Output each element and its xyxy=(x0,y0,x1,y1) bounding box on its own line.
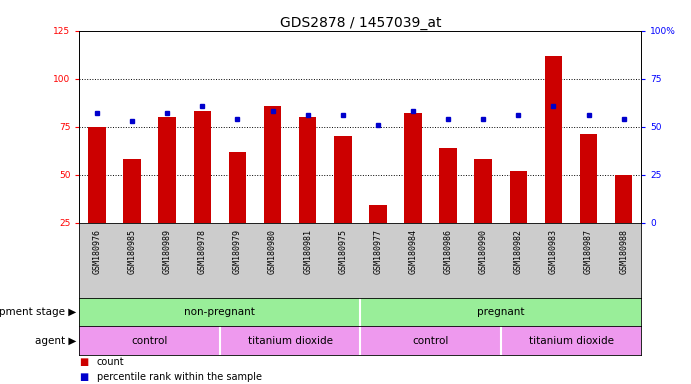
Bar xyxy=(88,127,106,223)
Text: GSM180975: GSM180975 xyxy=(339,229,348,274)
Bar xyxy=(404,113,422,223)
Bar xyxy=(334,136,352,223)
Text: GSM180978: GSM180978 xyxy=(198,229,207,274)
Bar xyxy=(229,152,246,223)
Text: GSM180989: GSM180989 xyxy=(163,229,172,274)
Bar xyxy=(475,159,492,223)
Text: GSM180986: GSM180986 xyxy=(444,229,453,274)
Text: GSM180987: GSM180987 xyxy=(584,229,593,274)
Text: titanium dioxide: titanium dioxide xyxy=(529,336,614,346)
Bar xyxy=(193,111,211,223)
Bar xyxy=(545,56,562,223)
Text: percentile rank within the sample: percentile rank within the sample xyxy=(97,372,262,382)
Text: GSM180985: GSM180985 xyxy=(128,229,137,274)
Text: GSM180984: GSM180984 xyxy=(408,229,417,274)
Text: pregnant: pregnant xyxy=(477,307,524,317)
Bar xyxy=(299,117,316,223)
Text: titanium dioxide: titanium dioxide xyxy=(247,336,332,346)
Bar xyxy=(509,171,527,223)
Text: GSM180979: GSM180979 xyxy=(233,229,242,274)
Text: count: count xyxy=(97,358,124,367)
Text: ■: ■ xyxy=(79,358,88,367)
Bar xyxy=(369,205,387,223)
Bar xyxy=(264,106,281,223)
Text: GSM180976: GSM180976 xyxy=(93,229,102,274)
Text: GSM180980: GSM180980 xyxy=(268,229,277,274)
Text: development stage ▶: development stage ▶ xyxy=(0,307,76,317)
Bar xyxy=(580,134,597,223)
Title: GDS2878 / 1457039_at: GDS2878 / 1457039_at xyxy=(280,16,441,30)
Text: GSM180990: GSM180990 xyxy=(479,229,488,274)
Text: GSM180982: GSM180982 xyxy=(514,229,523,274)
Text: GSM180983: GSM180983 xyxy=(549,229,558,274)
Text: ■: ■ xyxy=(79,372,88,382)
Text: GSM180981: GSM180981 xyxy=(303,229,312,274)
Bar xyxy=(615,175,632,223)
Text: GSM180988: GSM180988 xyxy=(619,229,628,274)
Text: agent ▶: agent ▶ xyxy=(35,336,76,346)
Text: control: control xyxy=(413,336,448,346)
Text: control: control xyxy=(131,336,168,346)
Bar xyxy=(439,148,457,223)
Bar xyxy=(158,117,176,223)
Text: GSM180977: GSM180977 xyxy=(373,229,382,274)
Bar xyxy=(124,159,141,223)
Text: non-pregnant: non-pregnant xyxy=(184,307,256,317)
